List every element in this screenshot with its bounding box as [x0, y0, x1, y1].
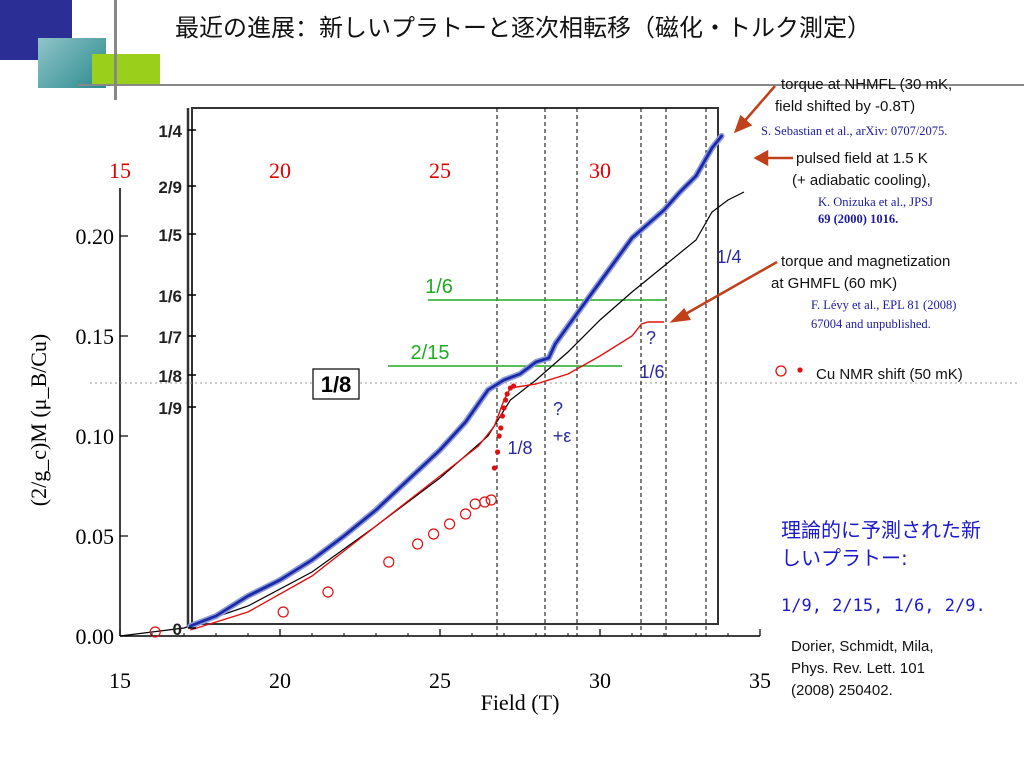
top-tick-label: 15: [109, 158, 131, 183]
note-pulsed-field-2: (+ adiabatic cooling),: [792, 172, 931, 189]
nmr-point: [383, 556, 395, 568]
ref-onizuka-2: 69 (2000) 1016.: [818, 212, 899, 226]
plateau-label-1-6-green: 1/6: [425, 276, 453, 298]
legend-nmr-filled-dot: [797, 367, 803, 373]
nmr-filled-point: [495, 449, 501, 455]
x-tick-label: 30: [589, 668, 611, 693]
series-nhmfl-torque: [189, 134, 723, 628]
decor-line-vertical: [114, 0, 117, 100]
inset-tick-label: 0: [173, 620, 182, 639]
plateau-label-1-8-box: 1/8: [321, 372, 352, 397]
ref-sebastian: S. Sebastian et al., arXiv: 0707/2075.: [761, 124, 948, 138]
ref-onizuka: K. Onizuka et al., JPSJ: [818, 195, 933, 209]
series-ghmfl-torque: [190, 321, 664, 631]
series-pulsed-field: [119, 191, 745, 637]
note-torque-nhmfl: torque at NHMFL (30 mK,: [781, 76, 953, 93]
x-tick-label: 20: [269, 668, 291, 693]
legend-nmr-open-circle: [775, 365, 787, 377]
nmr-point: [322, 586, 334, 598]
nmr-point: [428, 528, 440, 540]
plateau-question-2: ?: [553, 399, 563, 419]
nmr-filled-point: [498, 425, 504, 431]
top-tick-label: 20: [269, 158, 291, 183]
y-tick-label: 0.10: [76, 424, 115, 449]
series-layer: [119, 133, 745, 638]
axis-layer: 15 20 25 30 35 0.00 0.05 0.10 0.15 0.20 15 20 25 30 1/…: [76, 122, 772, 693]
inset-tick-label: 1/6: [158, 287, 182, 306]
inset-tick-label: 2/9: [158, 178, 182, 197]
transition-lines: [496, 108, 707, 636]
plateau-label-1-8-blue: 1/8: [507, 438, 532, 458]
y-axis-title: (2/g_c)M (μ_B/Cu): [26, 334, 51, 507]
plateau-label-1-6-blue: 1/6: [639, 362, 664, 382]
note-pulsed-field: pulsed field at 1.5 K: [796, 150, 928, 167]
prediction-values: 1/9, 2/15, 1/6, 2/9.: [781, 596, 986, 616]
note-torque-ghmfl-2: at GHMFL (60 mK): [771, 275, 898, 292]
top-tick-label: 30: [589, 158, 611, 183]
y-tick-label: 0.15: [76, 324, 115, 349]
citation-1: Dorier, Schmidt, Mila,: [791, 638, 934, 655]
citation-2: Phys. Rev. Lett. 101: [791, 660, 925, 677]
x-axis-title: Field (T): [481, 690, 560, 715]
note-torque-ghmfl: torque and magnetization: [781, 253, 951, 270]
nmr-filled-point: [501, 405, 507, 411]
inset-tick-label: 1/8: [158, 367, 182, 386]
citation-3: (2008) 250402.: [791, 682, 893, 699]
nmr-filled-point: [503, 397, 509, 403]
nmr-point: [460, 508, 472, 520]
ref-levy-2: 67004 and unpublished.: [811, 317, 931, 331]
plateau-label-2-15-green: 2/15: [411, 342, 450, 364]
nmr-point: [277, 606, 289, 618]
x-tick-label: 15: [109, 668, 131, 693]
nmr-filled-point: [510, 383, 517, 389]
note-torque-nhmfl-2: field shifted by -0.8T): [775, 98, 916, 115]
nmr-filled-point: [504, 391, 510, 397]
y-tick-label: 0.05: [76, 524, 115, 549]
plateau-epsilon: +ε: [553, 426, 572, 446]
y-tick-label: 0.00: [76, 624, 115, 649]
nmr-point: [479, 496, 491, 508]
inset-tick-label: 1/5: [158, 226, 182, 245]
x-tick-label: 25: [429, 668, 451, 693]
nmr-point: [485, 494, 497, 506]
inset-frame: [191, 107, 719, 625]
y-tick-label: 0.20: [76, 224, 115, 249]
x-tick-label: 35: [749, 668, 771, 693]
decor-line-horizontal: [78, 84, 1024, 86]
pointer-arrows: [669, 85, 793, 323]
decor-square-green: [92, 54, 160, 84]
eighth-box: [312, 368, 360, 400]
note-nmr: Cu NMR shift (50 mK): [816, 366, 963, 383]
nmr-point: [412, 538, 424, 550]
inset-tick-label: 1/9: [158, 399, 182, 418]
nmr-filled-point: [496, 433, 502, 439]
prediction-text: 理論的に予測された新しいプラトー:: [781, 518, 981, 570]
plateau-label-1-4: 1/4: [716, 247, 741, 267]
nmr-point: [469, 498, 481, 510]
inset-tick-label: 1/7: [158, 328, 182, 347]
slide-title: 最近の進展：新しいプラトーと逐次相転移（磁化・トルク測定）: [175, 14, 871, 42]
plateau-question-1: ?: [646, 328, 656, 348]
top-tick-label: 25: [429, 158, 451, 183]
inset-tick-label: 1/4: [158, 122, 182, 141]
nmr-filled-point: [499, 413, 505, 419]
nmr-filled-point: [491, 465, 497, 471]
nmr-point: [149, 626, 161, 638]
ref-levy: F. Lévy et al., EPL 81 (2008): [811, 298, 957, 312]
nmr-point: [444, 518, 456, 530]
